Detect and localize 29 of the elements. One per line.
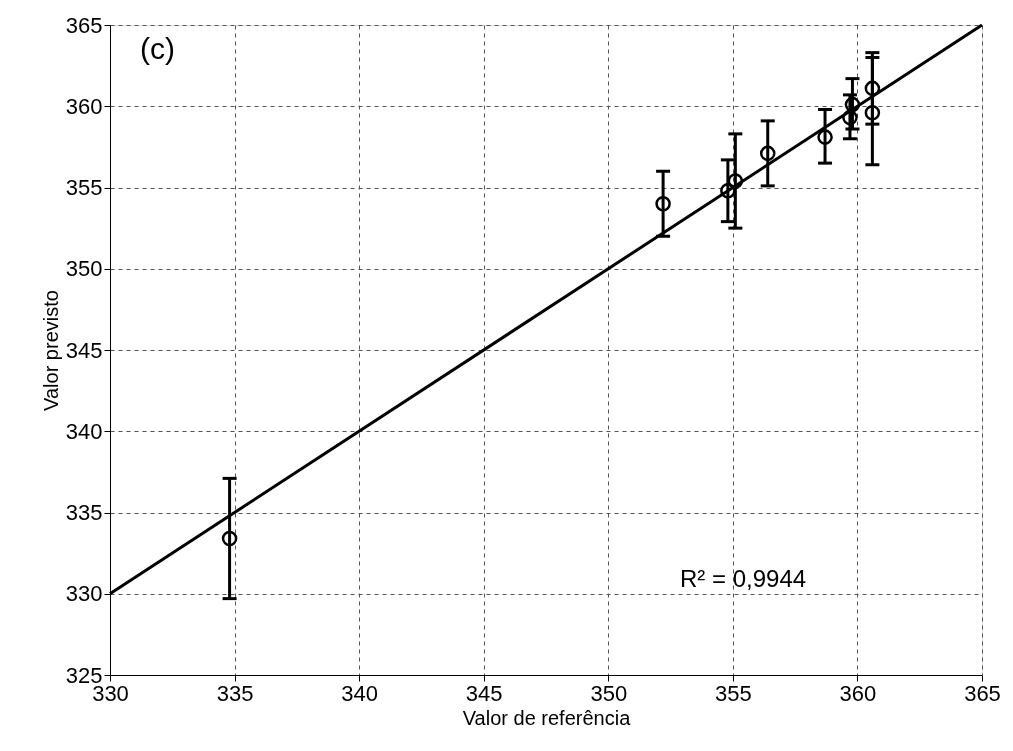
point <box>720 182 736 199</box>
point <box>655 195 671 212</box>
y-tick-label: 355 <box>65 175 103 200</box>
annotation: R² = 0,9944 <box>680 565 807 592</box>
y-tick-label: 360 <box>65 93 103 119</box>
x-tick-label: 355 <box>715 680 752 706</box>
y-axis-title: Valor previsto <box>39 290 62 411</box>
x-tick-label: 365 <box>964 680 1001 706</box>
annotation: (c) <box>140 32 175 65</box>
x-axis-title: Valor de referência <box>462 706 632 729</box>
y-tick-label: 330 <box>65 581 103 607</box>
point <box>727 173 744 189</box>
x-tick-label: 360 <box>839 680 877 706</box>
x-tick-label: 340 <box>341 680 378 706</box>
y-tick-label: 335 <box>65 500 103 525</box>
point <box>844 96 861 113</box>
point <box>817 129 833 145</box>
point <box>221 530 238 547</box>
point <box>864 80 881 97</box>
y-tick-label: 345 <box>65 337 103 363</box>
y-tick-label: 365 <box>65 12 103 38</box>
x-tick-label: 345 <box>465 680 503 706</box>
point <box>842 109 858 126</box>
point <box>759 145 776 162</box>
x-tick-label: 335 <box>216 680 254 706</box>
point <box>864 104 881 121</box>
y-tick-label: 350 <box>65 256 103 282</box>
y-tick-label: 340 <box>65 418 103 444</box>
x-tick-label: 350 <box>590 680 628 706</box>
